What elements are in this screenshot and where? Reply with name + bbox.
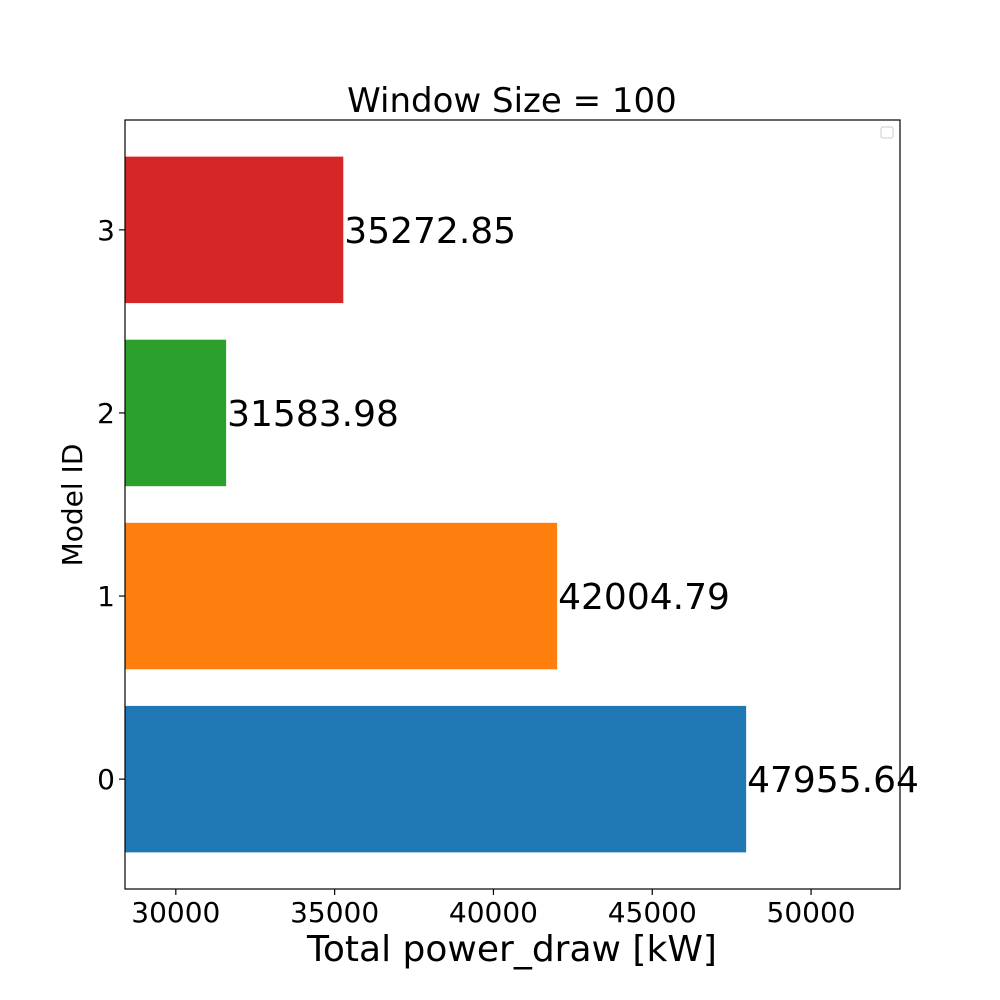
bar-value-label: 35272.85 bbox=[344, 211, 516, 252]
x-tick-label: 50000 bbox=[767, 896, 856, 929]
chart-title: Window Size = 100 bbox=[347, 81, 677, 121]
y-tick-label: 3 bbox=[97, 214, 115, 247]
x-axis-ticks: 30000 35000 40000 45000 50000 bbox=[131, 889, 855, 929]
bars-layer bbox=[125, 157, 746, 853]
bar-value-label: 42004.79 bbox=[558, 577, 730, 618]
y-tick-label: 0 bbox=[97, 763, 115, 796]
bar-value-label: 31583.98 bbox=[227, 394, 399, 435]
bar-model-0 bbox=[125, 706, 746, 852]
bar-model-3 bbox=[125, 157, 343, 303]
x-axis-label: Total power_draw [kW] bbox=[306, 929, 717, 970]
bar-model-2 bbox=[125, 340, 226, 486]
legend-box bbox=[881, 127, 893, 138]
y-axis-label: Model ID bbox=[56, 444, 89, 567]
bar-value-label: 47955.64 bbox=[747, 760, 919, 801]
y-tick-label: 2 bbox=[97, 397, 115, 430]
x-tick-label: 40000 bbox=[449, 896, 538, 929]
x-tick-label: 45000 bbox=[608, 896, 697, 929]
x-tick-label: 30000 bbox=[131, 896, 220, 929]
x-tick-label: 35000 bbox=[290, 896, 379, 929]
bar-model-1 bbox=[125, 523, 557, 669]
y-tick-label: 1 bbox=[97, 580, 115, 613]
y-axis-ticks: 0 1 2 3 bbox=[97, 214, 125, 796]
